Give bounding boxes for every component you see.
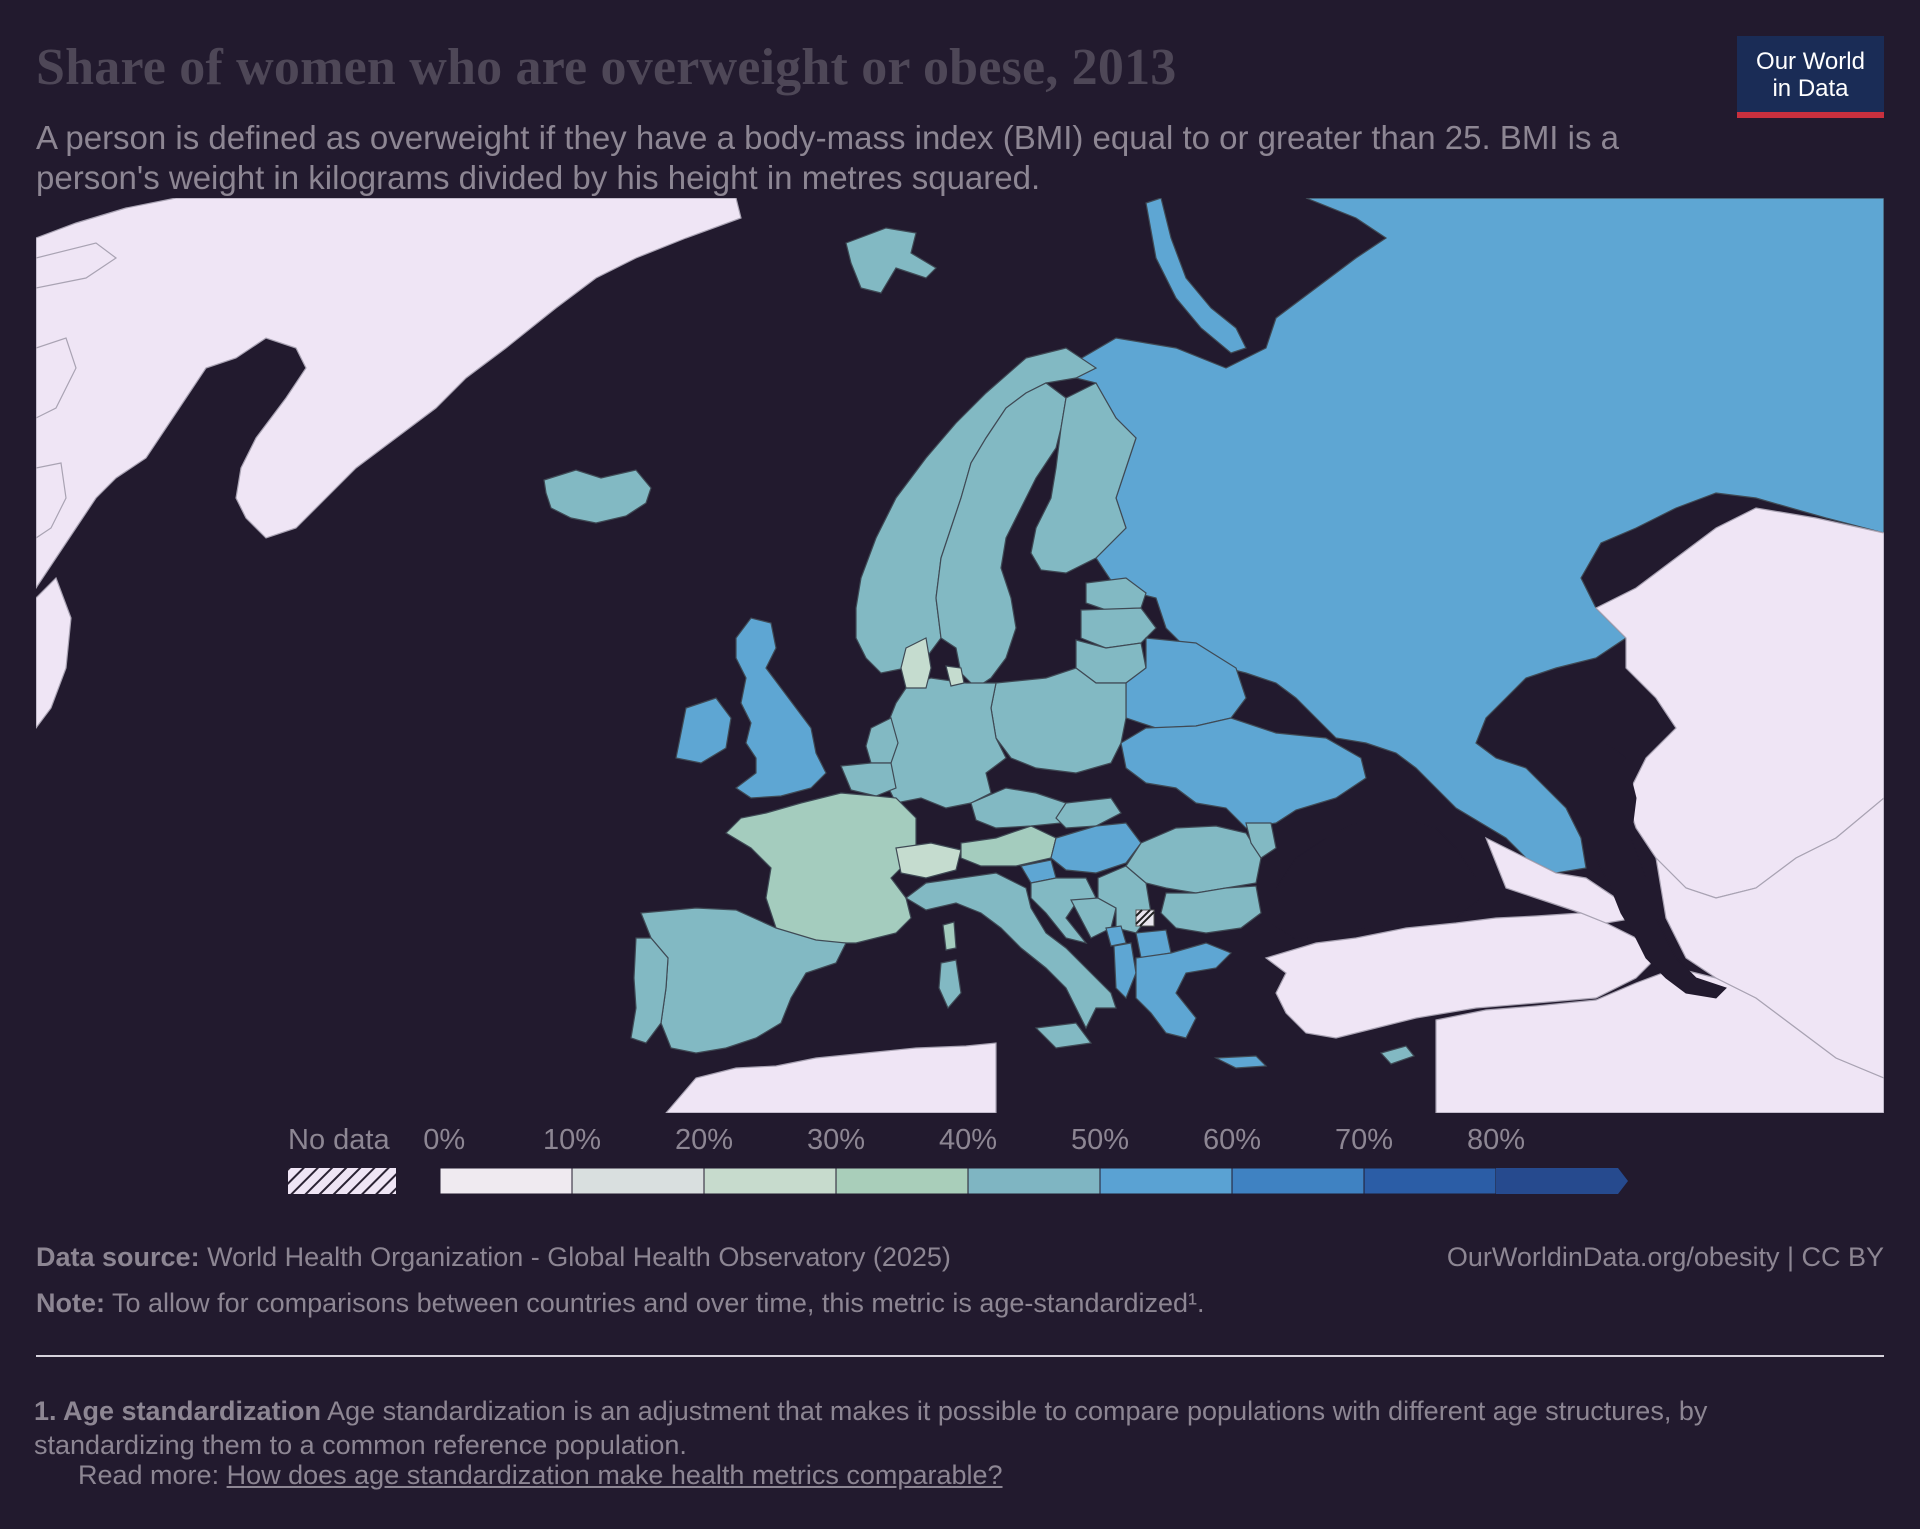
source-url[interactable]: OurWorldinData.org/obesity | CC BY — [1446, 1242, 1884, 1272]
central-asia[interactable] — [1655, 797, 1884, 1079]
legend-tick-label: 30% — [806, 1124, 866, 1156]
footer-divider — [36, 1355, 1884, 1357]
logo-line-2: in Data — [1772, 75, 1849, 102]
montenegro[interactable] — [1105, 925, 1127, 947]
united-kingdom[interactable] — [734, 617, 827, 799]
croatia[interactable] — [1030, 877, 1097, 945]
source-text: World Health Organization - Global Healt… — [207, 1242, 951, 1272]
kosovo-hatch — [1135, 909, 1155, 927]
crete[interactable] — [1213, 1055, 1268, 1069]
legend-tick-label: 50% — [1070, 1124, 1130, 1156]
legend-tick-label: 80% — [1466, 1124, 1526, 1156]
europe-map — [36, 198, 1884, 1113]
albania[interactable] — [1113, 942, 1137, 1000]
ireland[interactable] — [675, 697, 732, 764]
bosnia[interactable] — [1070, 897, 1117, 939]
novaya-zemlya[interactable] — [1145, 198, 1247, 354]
footnote: 1. Age standardization Age standardizati… — [34, 1394, 1864, 1462]
svalbard[interactable] — [845, 227, 937, 294]
legend-bin-3[interactable] — [835, 1168, 969, 1194]
poland[interactable] — [990, 667, 1127, 774]
legend-tick-label: 20% — [674, 1124, 734, 1156]
note-label: Note: — [36, 1288, 105, 1318]
footnote-text: Age standardization is an adjustment tha… — [34, 1396, 1708, 1460]
bulgaria[interactable] — [1160, 885, 1262, 934]
chart-title: Share of women who are overweight or obe… — [36, 39, 1177, 96]
readmore-prefix: Read more: — [78, 1460, 220, 1490]
legend-bin-4[interactable] — [967, 1168, 1101, 1194]
black-sea — [1270, 817, 1482, 941]
moldova[interactable] — [1245, 822, 1277, 859]
turkey[interactable] — [1264, 912, 1657, 1039]
greenland[interactable] — [36, 198, 742, 590]
italy[interactable] — [904, 872, 1117, 1030]
arctic-island-3[interactable] — [36, 462, 67, 539]
legend-bin-7[interactable] — [1363, 1168, 1497, 1194]
arctic-island-2[interactable] — [36, 337, 77, 419]
denmark[interactable] — [900, 637, 932, 689]
hungary[interactable] — [1050, 822, 1142, 874]
iceland[interactable] — [543, 469, 652, 524]
switzerland[interactable] — [895, 842, 962, 879]
germany[interactable] — [885, 677, 1007, 809]
source-label: Data source: — [36, 1242, 200, 1272]
readmore-link[interactable]: How does age standardization make health… — [226, 1460, 1003, 1490]
north-africa[interactable] — [665, 1042, 997, 1113]
cyprus[interactable] — [1379, 1045, 1415, 1065]
map-area — [36, 198, 1884, 1113]
corsica[interactable] — [942, 921, 957, 951]
legend-tick-label: 0% — [423, 1124, 466, 1156]
legend-bin-8[interactable] — [1496, 1168, 1628, 1194]
legend-tick-label: 10% — [542, 1124, 602, 1156]
greenland-south[interactable] — [36, 576, 72, 729]
read-more: Read more: How does age standardization … — [78, 1460, 1003, 1491]
footnote-label: 1. Age standardization — [34, 1396, 322, 1426]
sicily[interactable] — [1034, 1022, 1093, 1049]
legend-bin-0[interactable] — [440, 1168, 573, 1194]
belgium[interactable] — [840, 762, 897, 797]
legend-tick-label: 70% — [1334, 1124, 1394, 1156]
legend-bin-6[interactable] — [1231, 1168, 1365, 1194]
legend-bin-5[interactable] — [1099, 1168, 1233, 1194]
legend-color-bar — [440, 1168, 1628, 1194]
romania[interactable] — [1125, 825, 1262, 894]
ukraine[interactable] — [1120, 717, 1367, 829]
portugal[interactable] — [630, 937, 669, 1044]
greece[interactable] — [1135, 942, 1233, 1039]
sweden[interactable] — [935, 382, 1067, 689]
legend-tick-label: 60% — [1202, 1124, 1262, 1156]
legend-nodata-label: No data — [288, 1124, 390, 1156]
chart-subtitle: A person is defined as overweight if the… — [36, 119, 1620, 196]
data-source: Data source: World Health Organization -… — [36, 1242, 951, 1273]
note-text: To allow for comparisons between countri… — [112, 1288, 1205, 1318]
finland[interactable] — [1030, 382, 1137, 574]
logo-line-1: Our World — [1756, 48, 1865, 75]
arctic-island-1[interactable] — [36, 242, 118, 289]
france[interactable] — [725, 792, 917, 944]
legend-bin-1[interactable] — [571, 1168, 705, 1194]
caspian-sea — [1590, 742, 1727, 999]
legend-bin-2[interactable] — [703, 1168, 837, 1194]
kosovo[interactable] — [1135, 909, 1155, 927]
sardinia[interactable] — [938, 959, 962, 1010]
legend-tick-label: 40% — [938, 1124, 998, 1156]
owid-logo[interactable]: Our World in Data — [1737, 36, 1884, 118]
legend-nodata-swatch[interactable] — [288, 1168, 396, 1194]
note: Note: To allow for comparisons between c… — [36, 1288, 1205, 1319]
denmark-zealand[interactable] — [945, 665, 965, 687]
